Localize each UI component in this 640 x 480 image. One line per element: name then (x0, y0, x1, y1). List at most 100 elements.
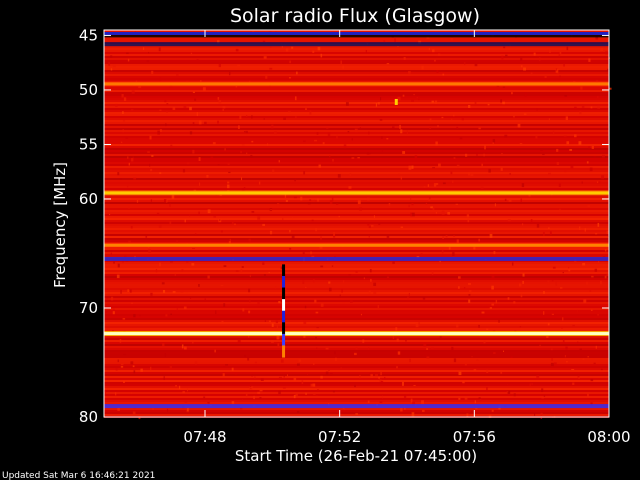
spectrogram-speckle (246, 114, 248, 118)
bright-band (104, 332, 609, 336)
dark-band (104, 404, 609, 409)
bright-band (104, 243, 609, 247)
spectrogram-speckle (206, 174, 209, 178)
spectrogram-speckle (184, 400, 188, 403)
spectrogram-speckle (129, 289, 132, 293)
spectrogram-row (104, 336, 609, 338)
spectrogram-speckle (303, 140, 306, 143)
spectrogram-speckle (400, 226, 404, 228)
x-tick-label: 07:56 (453, 428, 496, 446)
spectrogram-speckle (451, 180, 454, 183)
spectrogram-speckle (442, 236, 445, 240)
spectrogram-speckle (249, 274, 251, 278)
spectrogram-speckle (456, 239, 459, 244)
spectrogram-speckle (145, 234, 148, 238)
spectrogram-speckle (289, 60, 291, 64)
spectrogram-speckle (468, 299, 471, 303)
spectrogram-speckle (427, 184, 430, 187)
spectrogram-speckle (298, 359, 302, 362)
spectrogram-row (104, 168, 609, 170)
spectrogram-speckle (237, 339, 241, 343)
spectrogram-speckle (282, 386, 286, 389)
spectrogram-speckle (392, 261, 395, 264)
spectrogram-speckle (485, 159, 487, 162)
spectrogram-speckle (192, 122, 195, 126)
spectrogram-row (104, 52, 609, 54)
spectrogram-speckle (426, 356, 430, 359)
spectrogram-speckle (464, 363, 467, 366)
burst-segment (282, 345, 286, 358)
spectrogram-speckle (342, 302, 345, 305)
spectrogram-speckle (606, 273, 609, 277)
spectrogram-speckle (588, 146, 590, 149)
spectrogram-row (104, 112, 609, 114)
spectrogram-row (104, 160, 609, 162)
spectrogram-speckle (571, 369, 575, 371)
spectrogram-speckle (239, 115, 242, 120)
spectrogram-row (104, 152, 609, 154)
spectrogram-speckle (589, 289, 592, 292)
spectrogram-speckle (343, 144, 347, 149)
burst-segment (282, 322, 286, 335)
spectrogram-speckle (146, 60, 150, 63)
spectrogram-row (104, 272, 609, 274)
spectrogram-speckle (276, 203, 280, 208)
spectrogram-row (104, 240, 609, 242)
spectrogram-speckle (193, 189, 197, 191)
spectrogram-speckle (253, 395, 255, 400)
spectrogram-speckle (530, 72, 533, 75)
spectrogram-speckle (558, 54, 561, 57)
spectrogram-row (104, 222, 609, 224)
spectrogram-speckle (313, 199, 316, 201)
spectrogram-row (104, 270, 609, 272)
spectrogram-speckle (202, 415, 206, 417)
spectrogram-speckle (119, 178, 123, 180)
spectrogram-speckle (365, 49, 367, 53)
spectrogram-speckle (386, 276, 390, 278)
spectrogram-speckle (235, 270, 239, 272)
spectrogram-speckle (391, 263, 395, 265)
spectrogram-speckle (289, 77, 291, 79)
spectrogram-row (104, 234, 609, 236)
spectrogram-speckle (552, 130, 555, 135)
spectrogram-row (104, 340, 609, 342)
spectrogram-speckle (502, 101, 505, 105)
spectrogram-speckle (520, 294, 523, 298)
spectrogram-speckle (263, 274, 266, 276)
spectrogram-speckle (507, 219, 511, 222)
spectrogram-row (104, 360, 609, 362)
spectrogram-speckle (194, 98, 197, 101)
spectrogram-speckle (442, 73, 445, 76)
spectrogram-speckle (570, 165, 574, 169)
spectrogram-speckle (523, 113, 527, 115)
spectrogram-row (104, 342, 609, 344)
spectrogram-speckle (320, 265, 324, 268)
spectrogram-speckle (379, 118, 383, 121)
spectrogram-speckle (453, 114, 455, 117)
spectrogram-speckle (194, 361, 198, 365)
spectrogram-speckle (329, 372, 333, 376)
spectrogram-speckle (413, 93, 415, 96)
spectrogram-row (104, 326, 609, 328)
spectrogram-speckle (198, 120, 202, 125)
spectrogram-speckle (314, 139, 318, 142)
spectrogram-speckle (491, 409, 494, 412)
spectrogram-row (104, 322, 609, 324)
spectrogram-speckle (431, 270, 434, 275)
spectrogram-speckle (131, 90, 135, 94)
spectrogram-speckle (574, 134, 577, 138)
spectrogram-speckle (386, 63, 390, 65)
spectrogram-speckle (407, 296, 409, 301)
spectrogram-speckle (455, 203, 459, 205)
spectrogram-row (104, 148, 609, 150)
spectrogram-speckle (453, 358, 457, 363)
spectrogram-speckle (473, 369, 477, 371)
spectrogram-speckle (564, 169, 567, 173)
spectrogram-speckle (316, 132, 319, 135)
spectrogram-speckle (505, 54, 508, 57)
spectrogram-speckle (257, 301, 260, 306)
spectrogram-speckle (214, 349, 216, 353)
spectrogram-speckle (130, 108, 134, 112)
burst-segment (282, 264, 286, 277)
spectrogram-speckle (400, 408, 403, 412)
